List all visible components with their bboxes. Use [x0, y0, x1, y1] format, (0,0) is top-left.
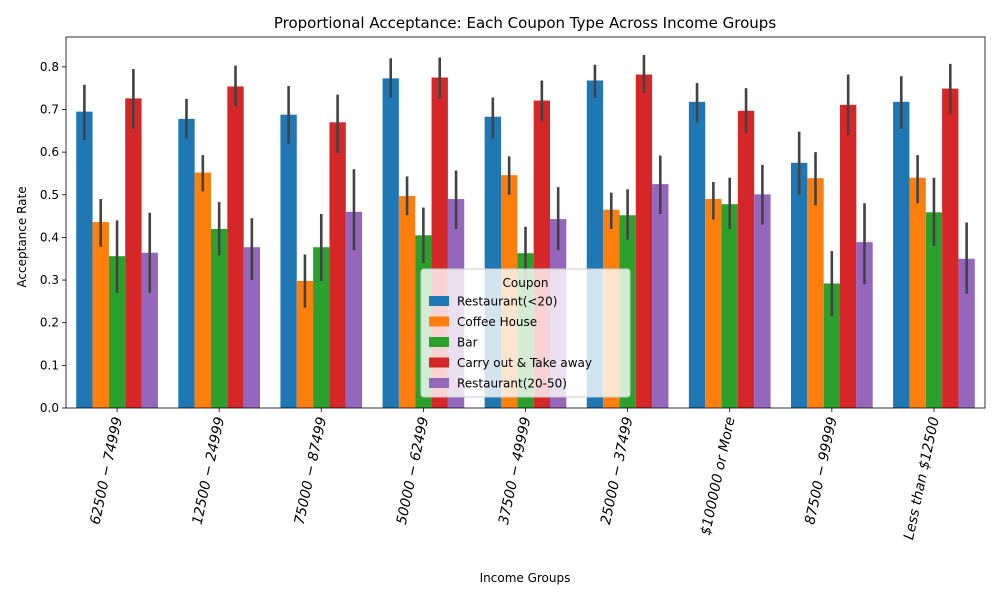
- bar: [92, 222, 109, 408]
- bar: [108, 256, 126, 408]
- legend-title: Coupon: [503, 276, 549, 290]
- x-tick-label: 62500 − 74999: [88, 415, 126, 526]
- legend-swatch: [429, 296, 449, 306]
- bar: [329, 122, 346, 408]
- x-tick-label: 50000 − 62499: [394, 415, 432, 526]
- bar: [210, 228, 228, 408]
- bar: [856, 242, 873, 408]
- legend-swatch: [429, 378, 449, 388]
- bar: [807, 178, 824, 408]
- x-tick-label: 87500 − 99999: [802, 415, 840, 526]
- bar: [227, 86, 244, 408]
- y-tick-label: 0.8: [40, 60, 59, 74]
- legend-swatch: [429, 337, 449, 347]
- bar: [942, 88, 959, 409]
- bar: [398, 196, 416, 408]
- y-tick-label: 0.3: [40, 273, 59, 287]
- bar: [754, 194, 771, 408]
- x-tick-label: 37500 − 49999: [496, 415, 534, 526]
- bar: [893, 101, 910, 408]
- legend-label: Bar: [457, 336, 478, 350]
- bar: [635, 74, 653, 409]
- y-tick-label: 0.7: [40, 102, 59, 116]
- legend-swatch: [429, 316, 449, 327]
- bar: [178, 118, 195, 409]
- legend-label: Restaurant(<20): [457, 295, 557, 309]
- y-tick-label: 0.1: [40, 358, 59, 372]
- x-tick-label: 75000 − 87499: [292, 415, 330, 526]
- y-tick-label: 0.0: [40, 401, 59, 415]
- y-tick-label: 0.2: [40, 316, 59, 330]
- bar: [840, 104, 857, 408]
- bar: [141, 252, 158, 408]
- bar: [925, 212, 943, 408]
- bar: [345, 211, 363, 408]
- bar: [243, 247, 261, 408]
- bar: [790, 162, 808, 408]
- legend-swatch: [429, 357, 449, 368]
- x-tick-label: 12500 − 24999: [190, 415, 228, 526]
- bar: [958, 258, 975, 408]
- x-axis-title: Income Groups: [480, 571, 571, 585]
- x-tick-label: 25000 − 37499: [598, 415, 636, 526]
- error-bars-layer: [83, 54, 968, 317]
- chart-title: Proportional Acceptance: Each Coupon Typ…: [274, 14, 776, 32]
- legend-label: Coffee House: [457, 315, 537, 329]
- bar: [313, 247, 330, 408]
- bar: [823, 283, 841, 408]
- legend-label: Restaurant(20-50): [457, 377, 567, 391]
- bar: [909, 177, 926, 408]
- bar: [280, 114, 297, 408]
- bar: [688, 101, 706, 408]
- bar: [721, 204, 738, 408]
- bar: [737, 110, 755, 408]
- y-tick-label: 0.4: [40, 230, 59, 244]
- x-tick-label: Less than $12500: [901, 415, 943, 541]
- y-axis-title: Acceptance Rate: [15, 186, 29, 287]
- x-tick-label: $100000 or More: [698, 416, 739, 537]
- legend-label: Carry out & Take away: [457, 356, 592, 370]
- legend: Coupon Restaurant(<20) Coffee House Bar Carr…: [420, 268, 631, 398]
- bar: [652, 184, 669, 408]
- bar: [705, 199, 722, 408]
- bar: [382, 78, 399, 408]
- y-tick-label: 0.5: [40, 188, 59, 202]
- y-tick-label: 0.6: [40, 145, 59, 159]
- bar: [76, 111, 93, 408]
- bar: [296, 280, 314, 408]
- bar: [125, 98, 142, 409]
- bar: [194, 172, 211, 408]
- legend-box: [420, 268, 631, 398]
